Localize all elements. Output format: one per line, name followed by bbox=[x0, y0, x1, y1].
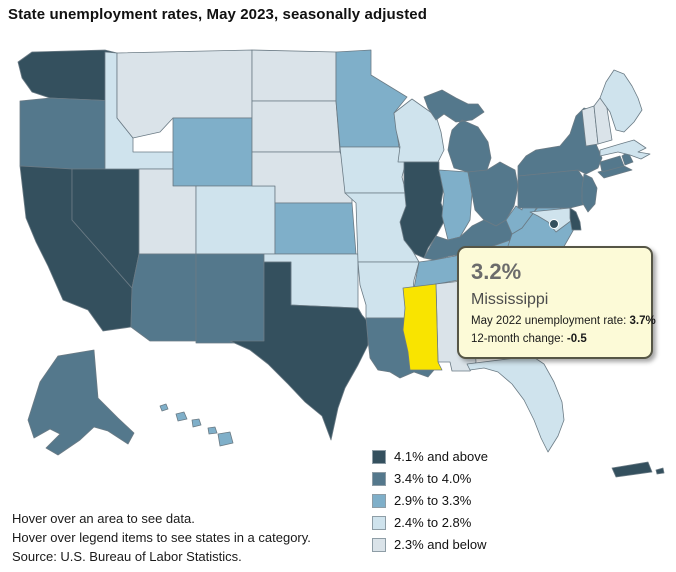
tooltip-change-value: -0.5 bbox=[566, 333, 587, 346]
state-shape[interactable] bbox=[251, 49, 337, 102]
state-shape[interactable] bbox=[393, 98, 445, 163]
legend-label: 4.1% and above bbox=[394, 449, 488, 464]
legend-swatch-light bbox=[372, 515, 386, 530]
state-shape[interactable] bbox=[159, 403, 234, 447]
state-shape[interactable] bbox=[438, 169, 473, 241]
legend-item-23-and-below[interactable]: 2.3% and below bbox=[372, 534, 488, 555]
state-shape[interactable] bbox=[195, 253, 265, 344]
state-shape[interactable] bbox=[467, 161, 519, 227]
state-shape[interactable] bbox=[517, 169, 587, 209]
state-shape[interactable] bbox=[599, 69, 643, 133]
legend-item-24-to-28[interactable]: 2.4% to 2.8% bbox=[372, 512, 488, 533]
state-shape[interactable] bbox=[195, 185, 276, 255]
legend-label: 2.9% to 3.3% bbox=[394, 493, 472, 508]
state-shape[interactable] bbox=[466, 355, 565, 453]
legend-swatch-darkest bbox=[372, 449, 386, 464]
state-shape[interactable] bbox=[229, 261, 369, 441]
state-shape[interactable] bbox=[339, 146, 407, 194]
state-shape[interactable] bbox=[599, 139, 651, 160]
state-shape[interactable] bbox=[581, 173, 598, 213]
state-shape[interactable] bbox=[549, 219, 559, 229]
state-data-tooltip: 3.2% Mississippi May 2022 unemployment r… bbox=[457, 246, 656, 360]
state-shape[interactable] bbox=[599, 155, 625, 173]
footer-source: Source: U.S. Bureau of Labor Statistics. bbox=[12, 549, 242, 564]
tooltip-change-label: 12-month change: bbox=[471, 333, 567, 346]
tooltip-rate-value: 3.2% bbox=[471, 259, 522, 284]
footer-notes: Hover over an area to see data. Hover ov… bbox=[12, 509, 311, 566]
legend-item-41-and-above[interactable]: 4.1% and above bbox=[372, 446, 488, 467]
state-shape[interactable] bbox=[19, 97, 118, 170]
legend-swatch-medium bbox=[372, 493, 386, 508]
tooltip-prev-rate-value: 3.7% bbox=[629, 315, 656, 328]
tooltip-prev-rate-label: May 2022 unemployment rate: bbox=[471, 315, 630, 328]
state-shape[interactable] bbox=[274, 202, 357, 255]
legend-label: 3.4% to 4.0% bbox=[394, 471, 472, 486]
page-title: State unemployment rates, May 2023, seas… bbox=[8, 6, 427, 23]
state-shape[interactable] bbox=[17, 49, 118, 102]
legend-swatch-dark bbox=[372, 471, 386, 486]
legend-item-29-to-33[interactable]: 2.9% to 3.3% bbox=[372, 490, 488, 511]
state-shape[interactable] bbox=[593, 97, 613, 145]
state-shape[interactable] bbox=[172, 117, 253, 187]
legend-label: 2.4% to 2.8% bbox=[394, 515, 472, 530]
tooltip-change-line: 12-month change: -0.5 bbox=[471, 333, 639, 345]
footer-hint-legend: Hover over legend items to see states in… bbox=[12, 530, 311, 545]
state-shape[interactable] bbox=[130, 253, 197, 342]
footer-hint-area: Hover over an area to see data. bbox=[12, 511, 195, 526]
legend-item-34-to-40[interactable]: 3.4% to 4.0% bbox=[372, 468, 488, 489]
legend: 4.1% and above 3.4% to 4.0% 2.9% to 3.3%… bbox=[372, 446, 488, 556]
legend-label: 2.3% and below bbox=[394, 537, 487, 552]
state-shape[interactable] bbox=[402, 283, 443, 371]
state-shape[interactable] bbox=[611, 461, 665, 478]
state-shape[interactable] bbox=[251, 100, 341, 153]
state-shape[interactable] bbox=[27, 349, 135, 456]
legend-swatch-lightest bbox=[372, 537, 386, 552]
tooltip-state-name: Mississippi bbox=[471, 291, 549, 309]
state-shape[interactable] bbox=[569, 207, 582, 231]
tooltip-prev-rate-line: May 2022 unemployment rate: 3.7% bbox=[471, 315, 656, 328]
